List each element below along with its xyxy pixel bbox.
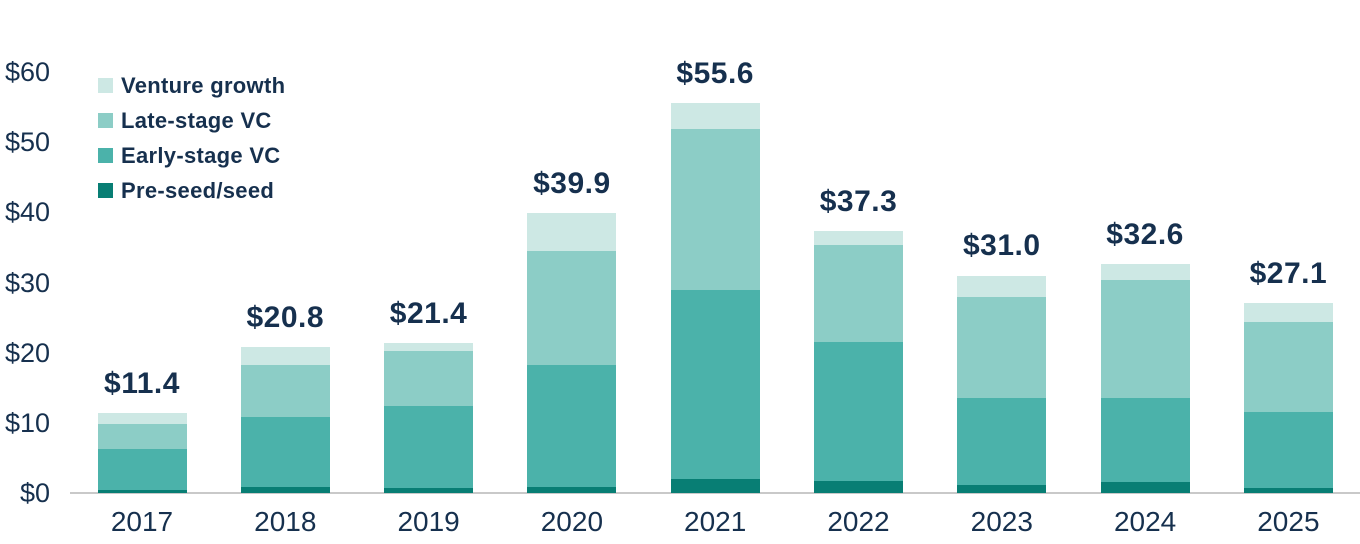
bar-segment-late-stage-vc [527,250,617,365]
legend: Venture growth Late-stage VC Early-stage V… [98,72,286,214]
legend-label: Late-stage VC [121,107,272,133]
bar-segment-venture-growth [814,231,903,246]
legend-item: Early-stage VC [98,142,285,168]
bar-segment-early-stage-vc [97,448,187,491]
bar-segment-venture-growth [670,102,760,129]
x-axis-label-2021: 2021 [684,506,747,537]
y-axis-tick-label: $20 [4,337,50,368]
bar-segment-early-stage-vc [527,364,617,487]
y-axis-tick-label: $60 [4,57,50,87]
bar-segment-early-stage-vc [240,417,330,487]
bar-segment-early-stage-vc [1100,397,1190,482]
bar-total-label: $31.0 [963,229,1041,263]
bar-segment-late-stage-vc [1243,321,1333,412]
legend-label: Early-stage VC [121,142,281,168]
legend-swatch-icon [98,148,113,163]
bar-segment-pre-seed-seed [384,488,474,493]
legend-label: Pre-seed/seed [121,177,275,203]
y-axis-tick-label: $0 [19,478,50,508]
bar-segment-pre-seed-seed [1100,481,1190,493]
bar-segment-venture-growth [527,213,617,251]
bar-segment-early-stage-vc [814,342,903,482]
bar-segment-pre-seed-seed [1243,488,1333,493]
bar-total-label: $32.6 [1106,218,1184,252]
bar-segment-pre-seed-seed [814,481,903,493]
legend-item: Late-stage VC [98,107,285,133]
bar-total-label: $11.4 [104,367,180,401]
bar-segment-late-stage-vc [1100,279,1190,398]
x-axis-label-2017: 2017 [110,506,174,537]
bar-total-label: $37.3 [819,185,898,219]
bar-segment-pre-seed-seed [527,486,617,493]
bar-segment-venture-growth [97,413,187,424]
bar-segment-pre-seed-seed [97,490,187,493]
bar-segment-late-stage-vc [97,423,187,449]
bar-segment-pre-seed-seed [957,485,1047,493]
x-axis-label-2022: 2022 [827,506,890,537]
bar-total-label: $55.6 [676,56,754,90]
bar-segment-late-stage-vc [957,296,1047,398]
bar-segment-late-stage-vc [814,245,903,343]
x-axis-label-2018: 2018 [254,506,317,537]
bar-segment-late-stage-vc [384,350,474,406]
legend-swatch-icon [98,78,113,93]
bar-segment-pre-seed-seed [240,486,330,493]
bar-segment-late-stage-vc [240,364,330,418]
bar-total-label: $27.1 [1249,256,1328,290]
bar-segment-early-stage-vc [384,406,474,489]
bar-segment-venture-growth [1100,264,1190,280]
bar-segment-early-stage-vc [957,397,1047,486]
bar-segment-venture-growth [384,342,474,351]
legend-swatch-icon [98,113,113,128]
y-axis-tick-label: $40 [4,197,50,228]
x-axis-label-2023: 2023 [970,506,1033,537]
x-axis-line [70,492,1360,494]
bar-total-label: $20.8 [246,301,325,335]
bar-segment-venture-growth [1243,302,1333,322]
x-axis-label-2020: 2020 [540,506,604,537]
y-axis-tick-label: $30 [4,267,50,298]
legend-item: Venture growth [98,72,286,98]
bar-total-label: $21.4 [389,296,468,330]
bar-total-label: $39.9 [533,167,611,201]
bar-segment-venture-growth [240,347,330,365]
bar-segment-early-stage-vc [1243,411,1333,489]
x-axis-label-2019: 2019 [397,506,460,537]
bar-segment-late-stage-vc [670,128,760,291]
legend-swatch-icon [98,183,113,198]
bar-segment-early-stage-vc [670,290,760,479]
y-axis-tick-label: $50 [4,127,50,158]
legend-label: Venture growth [121,72,286,98]
y-axis-tick-label: $10 [4,407,50,438]
x-axis-label-2024: 2024 [1113,506,1177,537]
legend-item: Pre-seed/seed [98,177,285,203]
bar-segment-venture-growth [957,275,1047,297]
x-axis-label-2025: 2025 [1257,506,1320,537]
bar-segment-pre-seed-seed [670,478,760,493]
